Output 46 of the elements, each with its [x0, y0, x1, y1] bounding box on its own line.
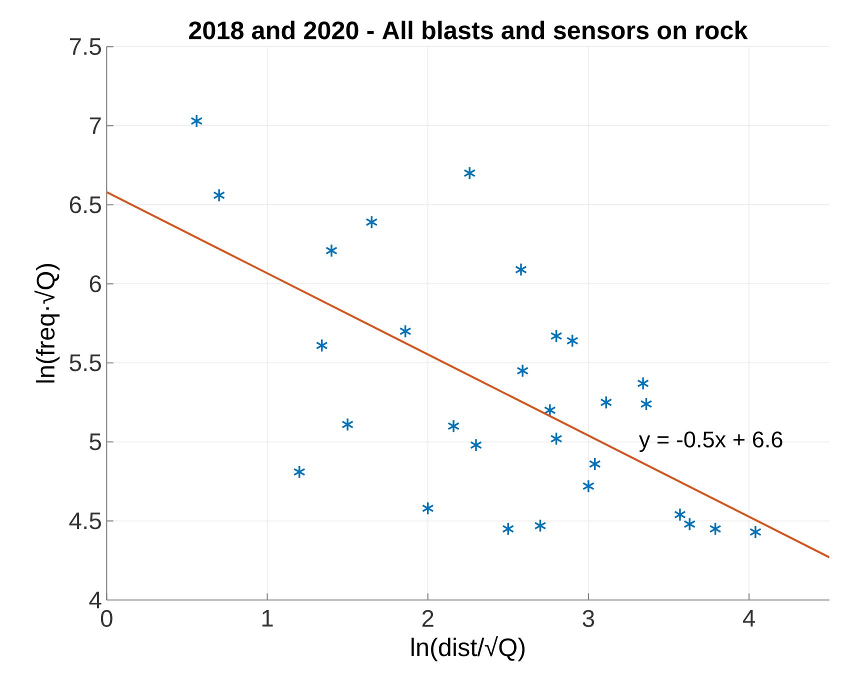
point	[502, 522, 514, 536]
point	[366, 215, 378, 229]
point	[709, 522, 722, 536]
y-tick-label: 6.5	[70, 196, 101, 214]
point	[550, 329, 562, 343]
point	[582, 479, 594, 494]
y-tick-label: 4	[89, 592, 102, 608]
y-tick-label: 5	[90, 434, 101, 450]
point	[293, 465, 306, 479]
y-axis-title: ln(freq·√Q)	[34, 264, 60, 383]
chart-title: 2018 and 2020 - All blasts and sensors on rock	[189, 20, 748, 40]
point	[640, 397, 652, 411]
point	[637, 376, 650, 390]
y-tick-label: 4.5	[69, 512, 101, 530]
x-tick-label: 2	[422, 610, 434, 627]
point	[448, 419, 460, 433]
annotation: y = -0.5x + 6.6	[638, 432, 782, 452]
point	[514, 262, 528, 276]
x-tick-label: 0	[100, 610, 112, 627]
point	[342, 418, 354, 432]
point	[213, 188, 226, 202]
point	[325, 244, 338, 258]
point	[190, 114, 203, 128]
point	[550, 432, 562, 446]
point	[316, 338, 328, 352]
x-tick-label: 1	[262, 610, 273, 626]
point	[684, 517, 696, 531]
point	[516, 364, 529, 378]
point	[544, 403, 556, 418]
point	[674, 508, 686, 522]
x-tick-label: 3	[582, 610, 594, 627]
point	[749, 525, 762, 539]
y-tick-label: 6	[90, 275, 101, 292]
point	[422, 501, 434, 516]
y-tick-label: 5.5	[70, 354, 101, 372]
point	[399, 324, 412, 338]
y-tick-label: 7.5	[70, 38, 101, 55]
point	[588, 457, 601, 471]
point	[464, 166, 476, 180]
point	[600, 396, 612, 410]
point	[566, 334, 578, 348]
point	[534, 518, 546, 533]
x-tick-label: 4	[742, 610, 755, 626]
x-axis-title: ln(dist/√Q)	[412, 636, 525, 662]
y-tick-label: 7	[90, 117, 101, 134]
point	[470, 438, 482, 452]
